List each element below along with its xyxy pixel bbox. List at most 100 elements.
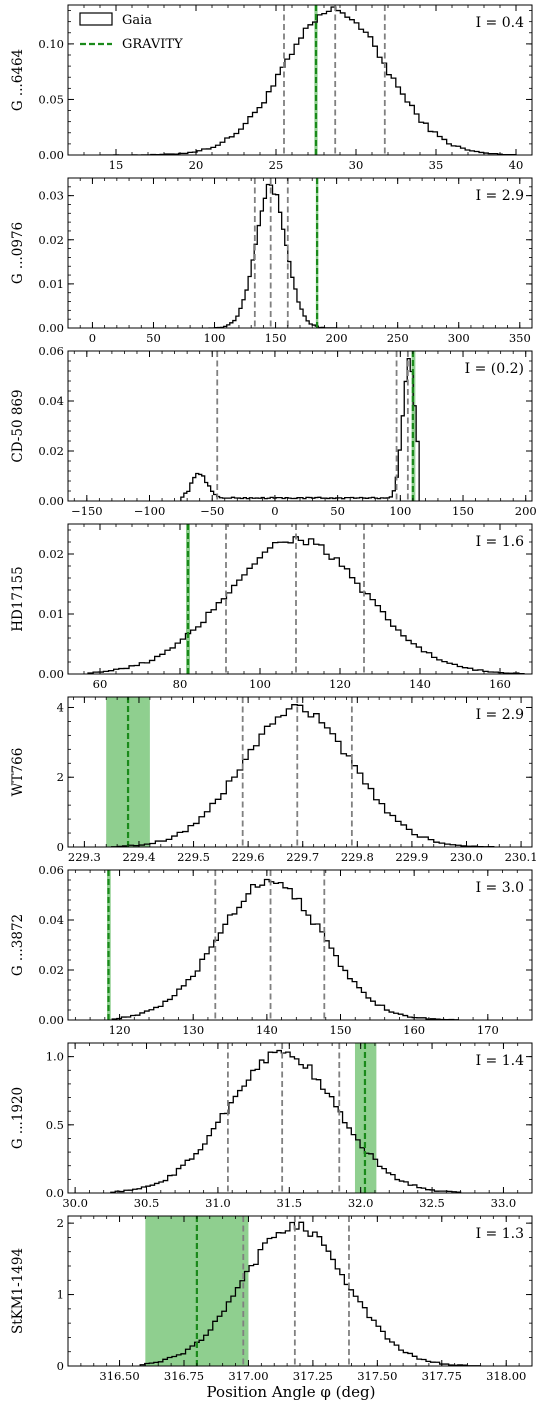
x-tick-label: 0 <box>271 504 278 518</box>
annotation: I = 3.0 <box>476 880 524 896</box>
x-tick-label: 160 <box>489 677 511 691</box>
x-tick-label: 230.0 <box>450 850 483 864</box>
x-tick-label: 200 <box>515 504 537 518</box>
axes-frame <box>67 1042 533 1194</box>
panel-6: 120 130 140 150 160 170 0.00 0.02 0.04 0.06 G ...3… <box>10 863 533 1037</box>
y-tick-label: 0.5 <box>46 1118 64 1132</box>
x-tick-label: 15 <box>109 158 124 172</box>
panel-3: −150 −100 −50 0 50 100 150 200 0.00 0.02 0.04 0.06 C… <box>10 344 537 518</box>
y-tick-label: 4 <box>57 700 64 714</box>
y-axis-label: HD17155 <box>10 566 26 632</box>
x-tick-label: 35 <box>429 158 444 172</box>
x-tick-label: 140 <box>256 1023 278 1037</box>
y-tick-label: 0.0 <box>46 1186 64 1200</box>
y-tick-label: 1.0 <box>46 1050 64 1064</box>
axes-frame <box>67 350 533 502</box>
x-tick-label: 229.3 <box>68 850 101 864</box>
legend-swatch-gaia <box>79 12 113 26</box>
legend: Gaia GRAVITY <box>79 12 183 52</box>
y-tick-label: 0.00 <box>38 148 64 162</box>
annotation: I = 1.4 <box>476 1053 525 1069</box>
x-tick-label: 317.00 <box>228 1369 268 1383</box>
x-tick-label: 30.5 <box>134 1196 160 1210</box>
annotation: I = 0.4 <box>476 15 525 31</box>
x-tick-label: 300 <box>448 331 470 345</box>
x-tick-label: 318.00 <box>486 1369 526 1383</box>
y-tick-label: 0.03 <box>38 189 64 203</box>
x-tick-label: 150 <box>330 1023 352 1037</box>
x-tick-label: 316.75 <box>164 1369 204 1383</box>
y-tick-label: 0.02 <box>38 444 64 458</box>
x-tick-label: 230.1 <box>505 850 538 864</box>
y-tick-label: 0.00 <box>38 667 64 681</box>
x-tick-label: 25 <box>269 158 284 172</box>
gaia-histogram <box>87 536 525 674</box>
y-axis-label: G ...0976 <box>10 222 26 284</box>
x-tick-label: 317.50 <box>357 1369 397 1383</box>
x-tick-label: 229.7 <box>286 850 319 864</box>
annotation: I = 1.6 <box>476 534 525 550</box>
y-axis-label: G ...3872 <box>10 914 26 976</box>
y-tick-label: 0.05 <box>38 92 64 106</box>
panel-4: 60 80 100 120 140 160 0.00 0.01 0.02 HD17155 I = 1… <box>10 523 533 691</box>
y-tick-label: 0.06 <box>38 863 64 877</box>
y-tick-label: 0 <box>57 840 64 854</box>
y-tick-label: 0.10 <box>38 37 64 51</box>
panel-1: 15 20 25 30 35 40 0.00 0.05 0.10 G ...6464 I = 0.4… <box>10 4 533 172</box>
y-tick-label: 0.04 <box>38 394 64 408</box>
axes-frame <box>67 696 533 848</box>
x-tick-label: 150 <box>452 504 474 518</box>
x-tick-label: −50 <box>200 504 224 518</box>
y-axis-label: CD-50 869 <box>10 389 26 462</box>
legend-label-gaia: Gaia <box>122 13 152 28</box>
panel-5: 229.3 229.4 229.5 229.6 229.7 229.8 229.9 230.0… <box>10 696 538 864</box>
x-tick-label: 140 <box>409 677 431 691</box>
x-tick-label: 250 <box>387 331 409 345</box>
y-axis-label: G ...6464 <box>10 49 26 111</box>
annotation: I = 2.9 <box>476 707 524 723</box>
x-tick-label: 50 <box>330 504 345 518</box>
x-tick-label: 150 <box>265 331 287 345</box>
x-tick-label: 40 <box>509 158 524 172</box>
x-tick-label: −150 <box>71 504 103 518</box>
y-tick-label: 0.02 <box>38 963 64 977</box>
gaia-histogram <box>208 183 338 328</box>
x-tick-label: 32.5 <box>419 1196 445 1210</box>
y-tick-label: 2 <box>57 1216 64 1230</box>
gaia-histogram <box>180 357 420 501</box>
y-tick-label: 0.01 <box>38 277 64 291</box>
x-tick-label: 200 <box>326 331 348 345</box>
x-tick-label: 31.0 <box>205 1196 231 1210</box>
x-tick-label: 130 <box>182 1023 204 1037</box>
x-tick-label: 100 <box>389 504 411 518</box>
y-tick-label: 0.02 <box>38 547 64 561</box>
x-tick-label: 120 <box>329 677 351 691</box>
panel-8: 316.50 316.75 317.00 317.25 317.50 317.75 318.… <box>10 1215 533 1383</box>
x-tick-label: 50 <box>146 331 161 345</box>
legend-label-gravity: GRAVITY <box>122 37 183 52</box>
axes-frame <box>67 523 533 675</box>
x-tick-label: −100 <box>134 504 166 518</box>
x-tick-label: 100 <box>249 677 271 691</box>
x-tick-label: 160 <box>403 1023 425 1037</box>
panel-7: 30.0 30.5 31.0 31.5 32.0 32.5 33.0 0.0 0.5 1.0 G .… <box>10 1042 533 1210</box>
annotation: I = 1.3 <box>476 1226 524 1242</box>
x-tick-label: 80 <box>173 677 188 691</box>
y-tick-label: 0.02 <box>38 233 64 247</box>
gaia-histogram <box>111 878 459 1020</box>
y-tick-label: 0.00 <box>38 321 64 335</box>
x-tick-label: 60 <box>93 677 108 691</box>
x-tick-label: 317.75 <box>422 1369 462 1383</box>
annotation: I = 2.9 <box>476 188 524 204</box>
x-tick-label: 120 <box>109 1023 131 1037</box>
y-tick-label: 0.00 <box>38 494 64 508</box>
x-tick-label: 100 <box>204 331 226 345</box>
gaia-histogram <box>139 1221 482 1366</box>
y-tick-label: 1 <box>57 1288 64 1302</box>
gaia-histogram <box>110 1049 462 1193</box>
x-tick-label: 20 <box>189 158 204 172</box>
y-tick-label: 0.01 <box>38 607 64 621</box>
y-tick-label: 0.00 <box>38 1013 64 1027</box>
